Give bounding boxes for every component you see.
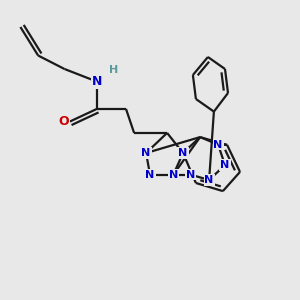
Text: N: N [142,148,151,158]
Text: O: O [58,115,69,128]
Text: N: N [186,169,195,180]
Text: N: N [146,169,154,180]
Text: N: N [92,75,102,88]
Text: N: N [214,140,223,150]
Text: N: N [205,175,214,185]
Text: N: N [178,148,188,158]
Text: H: H [109,65,118,75]
Text: N: N [169,169,178,180]
Text: N: N [220,160,230,170]
